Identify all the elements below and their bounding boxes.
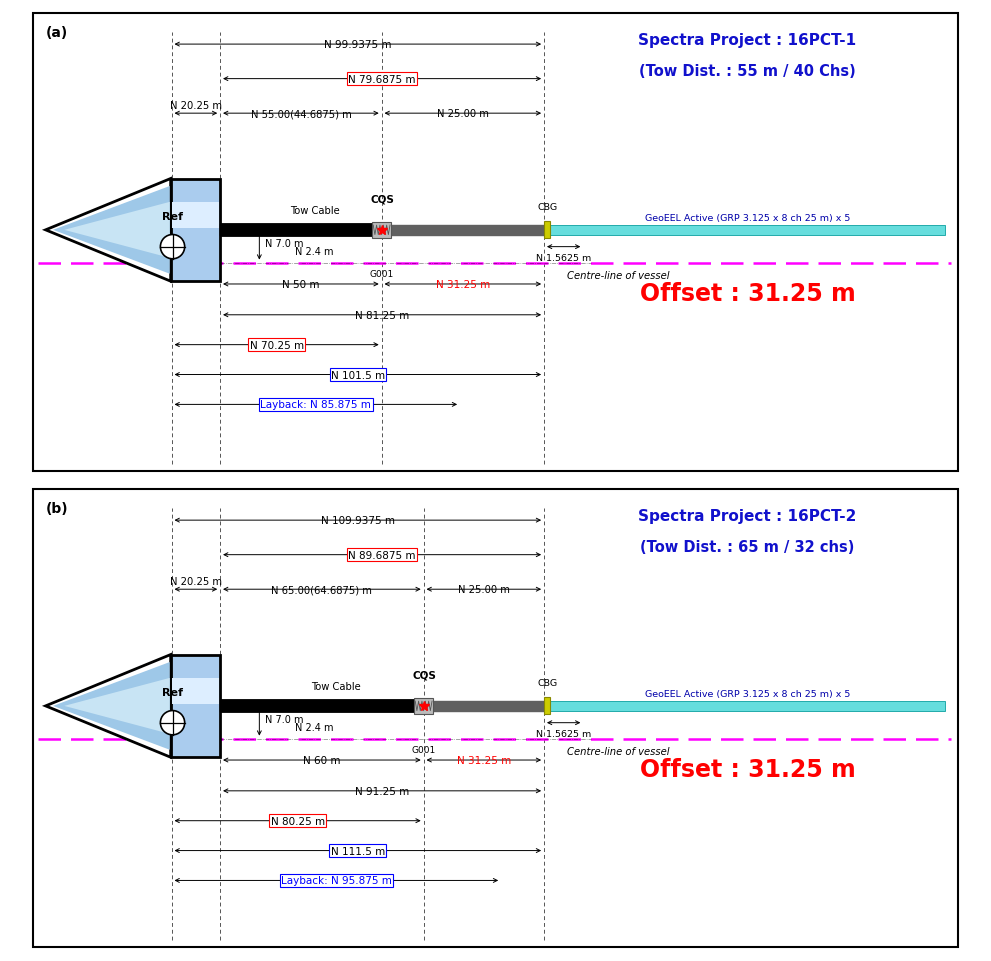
Text: GeoEEL Active (GRP 3.125 x 8 ch 25 m) x 5: GeoEEL Active (GRP 3.125 x 8 ch 25 m) x …	[645, 214, 850, 223]
Text: GeoEEL Active (GRP 3.125 x 8 ch 25 m) x 5: GeoEEL Active (GRP 3.125 x 8 ch 25 m) x …	[645, 690, 850, 699]
Text: CQS: CQS	[371, 194, 394, 205]
Text: N 7.0 m: N 7.0 m	[265, 715, 303, 725]
Text: CBG: CBG	[537, 203, 557, 212]
Text: (a): (a)	[46, 26, 67, 40]
FancyBboxPatch shape	[34, 14, 957, 471]
Polygon shape	[64, 203, 169, 259]
Text: Ref: Ref	[163, 211, 183, 222]
Text: Layback: N 85.875 m: Layback: N 85.875 m	[261, 400, 372, 410]
Text: Layback: N 95.875 m: Layback: N 95.875 m	[280, 875, 391, 885]
Bar	[170, 654, 220, 757]
Bar	[170, 180, 220, 282]
Text: N 89.6875 m: N 89.6875 m	[349, 550, 416, 560]
Text: N 31.25 m: N 31.25 m	[457, 755, 511, 765]
Text: G001: G001	[370, 270, 393, 279]
Polygon shape	[46, 180, 170, 282]
Text: N 91.25 m: N 91.25 m	[355, 786, 409, 796]
Polygon shape	[64, 678, 169, 734]
Text: N 80.25 m: N 80.25 m	[271, 816, 325, 825]
Text: N 20.25 m: N 20.25 m	[169, 101, 222, 111]
Text: CBG: CBG	[537, 678, 557, 687]
Bar	[544, 698, 550, 715]
Bar	[544, 222, 550, 239]
Text: Centre-line of vessel: Centre-line of vessel	[568, 747, 670, 756]
Text: N 109.9375 m: N 109.9375 m	[321, 516, 394, 526]
Bar	[550, 226, 945, 235]
Text: N 101.5 m: N 101.5 m	[331, 370, 385, 381]
Text: N 111.5 m: N 111.5 m	[331, 846, 385, 855]
Text: N 7.0 m: N 7.0 m	[265, 239, 303, 249]
Text: N 25.00 m: N 25.00 m	[437, 109, 489, 119]
Bar	[171, 203, 219, 229]
FancyBboxPatch shape	[34, 490, 957, 947]
Text: Tow Cable: Tow Cable	[311, 681, 361, 691]
Text: N 70.25 m: N 70.25 m	[250, 340, 303, 351]
Text: N 65.00(64.6875) m: N 65.00(64.6875) m	[272, 584, 373, 595]
Text: N 99.9375 m: N 99.9375 m	[324, 40, 391, 50]
Bar	[171, 678, 219, 704]
Text: Centre-line of vessel: Centre-line of vessel	[568, 271, 670, 281]
Text: N 2.4 m: N 2.4 m	[294, 247, 333, 257]
Bar	[414, 699, 433, 714]
Text: Offset : 31.25 m: Offset : 31.25 m	[639, 757, 855, 781]
Bar	[550, 702, 945, 711]
Text: (Tow Dist. : 65 m / 32 chs): (Tow Dist. : 65 m / 32 chs)	[640, 539, 854, 554]
Text: N 31.25 m: N 31.25 m	[436, 280, 490, 289]
Text: Ref: Ref	[163, 687, 183, 697]
Text: N 2.4 m: N 2.4 m	[294, 723, 333, 732]
Text: Offset : 31.25 m: Offset : 31.25 m	[639, 282, 855, 306]
Text: N 25.00 m: N 25.00 m	[458, 584, 509, 595]
Text: (Tow Dist. : 55 m / 40 Chs): (Tow Dist. : 55 m / 40 Chs)	[639, 63, 856, 79]
Text: Tow Cable: Tow Cable	[290, 206, 340, 215]
Text: N 55.00(44.6875) m: N 55.00(44.6875) m	[251, 109, 351, 119]
Text: G001: G001	[411, 746, 436, 754]
Text: N 1.5625 m: N 1.5625 m	[536, 729, 592, 738]
Text: N 81.25 m: N 81.25 m	[355, 310, 409, 320]
Text: CQS: CQS	[412, 670, 436, 680]
Bar	[373, 223, 391, 238]
Text: N 20.25 m: N 20.25 m	[169, 577, 222, 586]
Text: (b): (b)	[46, 502, 68, 516]
Text: N 50 m: N 50 m	[282, 280, 320, 289]
Polygon shape	[46, 654, 170, 757]
Circle shape	[161, 711, 184, 735]
Text: N 1.5625 m: N 1.5625 m	[536, 254, 592, 263]
Polygon shape	[54, 662, 169, 750]
Circle shape	[161, 235, 184, 259]
Text: Spectra Project : 16PCT-1: Spectra Project : 16PCT-1	[638, 33, 856, 48]
Text: Spectra Project : 16PCT-2: Spectra Project : 16PCT-2	[638, 508, 856, 524]
Polygon shape	[54, 186, 169, 275]
Text: N 60 m: N 60 m	[303, 755, 341, 765]
Text: N 79.6875 m: N 79.6875 m	[349, 75, 416, 85]
